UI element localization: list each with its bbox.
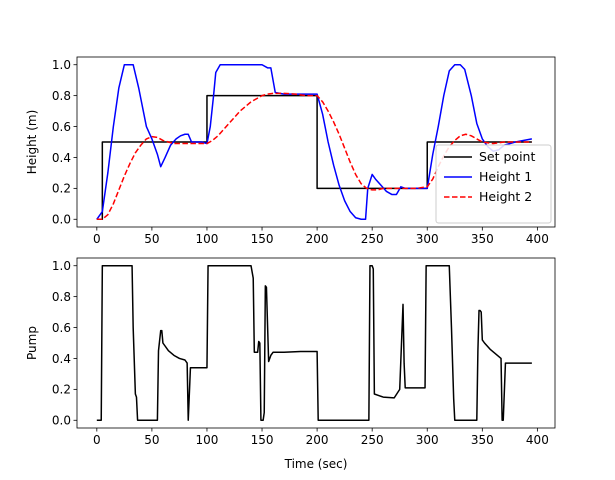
y-axis-label: Pump — [25, 326, 39, 360]
y-tick-label: 0.6 — [52, 321, 71, 335]
x-tick-label: 400 — [526, 232, 549, 246]
y-tick-label: 0.4 — [52, 151, 71, 165]
x-tick-label: 150 — [251, 232, 274, 246]
x-tick-label: 400 — [526, 433, 549, 447]
x-tick-label: 350 — [471, 433, 494, 447]
x-tick-label: 200 — [306, 433, 329, 447]
x-tick-label: 50 — [144, 232, 159, 246]
x-tick-label: 0 — [93, 232, 101, 246]
x-tick-label: 50 — [144, 433, 159, 447]
y-tick-label: 0.2 — [52, 383, 71, 397]
legend: Set point Height 1 Height 2 — [435, 144, 552, 224]
series-line-pump — [96, 264, 532, 422]
x-tick-label: 150 — [251, 433, 274, 447]
legend-entry-label: Height 2 — [479, 189, 532, 204]
x-tick-label: 350 — [471, 232, 494, 246]
y-tick-label: 0.8 — [52, 290, 71, 304]
y-tick-label: 0.0 — [52, 414, 71, 428]
x-axis-label: Time (sec) — [284, 457, 348, 471]
x-tick-label: 0 — [93, 433, 101, 447]
chart-panel-2: 0 50 100 150 200 250 300 350 400 0.0 0.2 0.4 0.6 0.8 1… — [25, 257, 556, 471]
x-tick-label: 100 — [196, 232, 219, 246]
legend-box — [435, 144, 552, 224]
legend-entry-label: Set point — [479, 149, 535, 164]
x-tick-label: 200 — [306, 232, 329, 246]
y-tick-label: 1.0 — [52, 58, 71, 72]
series-line-height-1 — [96, 63, 533, 221]
y-tick-label: 0.0 — [52, 213, 71, 227]
x-tick-label: 300 — [416, 232, 439, 246]
y-axis-label: Height (m) — [25, 110, 39, 175]
y-tick-label: 0.6 — [52, 120, 71, 134]
legend-entry-label: Height 1 — [479, 169, 532, 184]
y-tick-label: 0.4 — [52, 352, 71, 366]
axes-frame — [76, 56, 556, 228]
x-tick-label: 300 — [416, 433, 439, 447]
x-tick-label: 250 — [361, 232, 384, 246]
y-tick-label: 0.2 — [52, 182, 71, 196]
x-tick-label: 250 — [361, 433, 384, 447]
axes-frame — [76, 257, 556, 429]
series-group — [96, 264, 532, 422]
y-tick-label: 1.0 — [52, 259, 71, 273]
chart-panel-1: 0 50 100 150 200 250 300 350 400 0.0 0.2 0.4 0.6 0.8 1… — [25, 56, 556, 246]
y-tick-label: 0.8 — [52, 89, 71, 103]
x-tick-label: 100 — [196, 433, 219, 447]
